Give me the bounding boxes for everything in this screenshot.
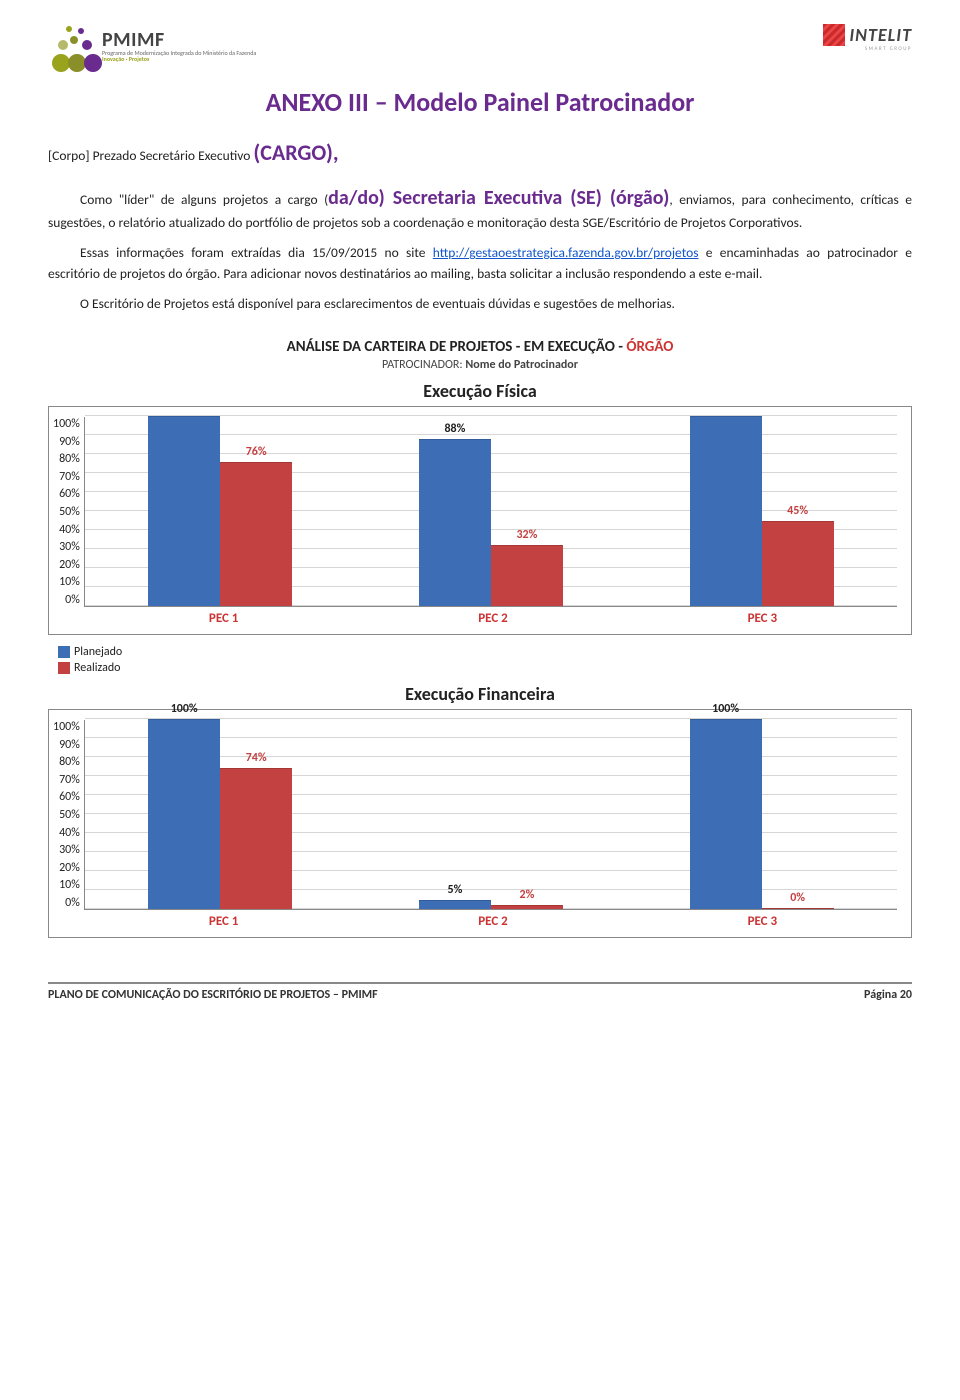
x-label: PEC 3	[628, 611, 897, 626]
y-tick: 100%	[53, 720, 80, 734]
bar-realizado: 32%	[491, 545, 563, 606]
chart2-plot: 100%74%5%2%100%0%	[84, 720, 897, 910]
y-tick: 40%	[59, 826, 80, 840]
intro-para3: O Escritório de Projetos está disponível…	[80, 295, 675, 312]
bar-label: 88%	[444, 422, 465, 436]
x-label: PEC 1	[89, 914, 358, 929]
bar-label: 100%	[712, 702, 739, 716]
bar-label: 5%	[447, 883, 462, 897]
logo-intelit: INTELIT SMART GROUP	[823, 24, 912, 52]
intro-prefix: [Corpo] Prezado Secretário Executivo	[48, 147, 253, 164]
bar-label: 2%	[519, 888, 534, 902]
bar-label: 74%	[246, 751, 267, 765]
bar-label: 100%	[171, 702, 198, 716]
page-title: ANEXO III – Modelo Painel Patrocinador	[48, 86, 912, 118]
x-label: PEC 3	[628, 914, 897, 929]
y-tick: 60%	[59, 790, 80, 804]
bar-realizado: 2%	[491, 905, 563, 909]
y-tick: 30%	[59, 843, 80, 857]
logo-pmimf: PMIMF Programa de Modernização Integrada…	[48, 24, 256, 68]
y-tick: 40%	[59, 523, 80, 537]
y-tick: 70%	[59, 470, 80, 484]
y-tick: 0%	[65, 896, 80, 910]
bar-label: 32%	[516, 528, 537, 542]
analysis-header: ANÁLISE DA CARTEIRA DE PROJETOS - EM EXE…	[48, 338, 912, 372]
y-tick: 20%	[59, 861, 80, 875]
bar-group: 100%74%	[85, 720, 356, 909]
y-tick: 90%	[59, 738, 80, 752]
footer-right: Página 20	[864, 988, 912, 1002]
legend-planejado-label: Planejado	[74, 645, 122, 659]
legend-realizado-label: Realizado	[74, 661, 120, 675]
bar-planejado: 5%	[419, 900, 491, 910]
intro-link[interactable]: http://gestaoestrategica.fazenda.gov.br/…	[433, 244, 699, 261]
bar-label: 76%	[246, 445, 267, 459]
y-tick: 20%	[59, 558, 80, 572]
bar-group: 76%	[85, 417, 356, 606]
y-tick: 80%	[59, 755, 80, 769]
bar-group: 45%	[626, 417, 897, 606]
bar-group: 100%0%	[626, 720, 897, 909]
chart1-plot: 76%88%32%45%	[84, 417, 897, 607]
intelit-sub: SMART GROUP	[865, 46, 912, 52]
page-footer: PLANO DE COMUNICAÇÃO DO ESCRITÓRIO DE PR…	[48, 988, 912, 1002]
logo-pmimf-dots	[48, 24, 98, 68]
swatch-planejado	[58, 646, 70, 658]
x-label: PEC 2	[358, 611, 627, 626]
analysis-patro-value: Nome do Patrocinador	[465, 358, 578, 372]
analysis-orgao: ÓRGÃO	[626, 338, 673, 356]
intelit-icon	[823, 24, 845, 46]
legend: Planejado Realizado	[58, 645, 912, 675]
intro-para2a: Essas informações foram extraídas dia 15…	[80, 244, 433, 261]
chart1-title: Execução Física	[48, 380, 912, 402]
bar-realizado: 45%	[762, 521, 834, 607]
bar-label: 45%	[787, 504, 808, 518]
bar-label: 0%	[790, 891, 805, 905]
y-tick: 30%	[59, 540, 80, 554]
y-tick: 90%	[59, 435, 80, 449]
x-label: PEC 2	[358, 914, 627, 929]
chart2-yaxis: 100% 90% 80% 70% 60% 50% 40% 30% 20% 10% 0%	[53, 720, 84, 910]
logo-pmimf-acronym: PMIMF	[102, 30, 256, 50]
y-tick: 80%	[59, 452, 80, 466]
logo-pmimf-sub2: Inovação · Projetos	[102, 56, 256, 62]
bar-realizado: 74%	[220, 768, 292, 909]
chart2-xlabels: PEC 1PEC 2PEC 3	[89, 914, 897, 929]
bar-planejado	[148, 416, 220, 606]
legend-planejado: Planejado	[58, 645, 912, 659]
footer-left: PLANO DE COMUNICAÇÃO DO ESCRITÓRIO DE PR…	[48, 988, 378, 1002]
chart-exec-financeira: Execução Financeira 100%90%80%70%60%50%4…	[48, 683, 912, 938]
legend-realizado: Realizado	[58, 661, 912, 675]
intro-cargo: (CARGO),	[253, 139, 338, 166]
bar-realizado: 0%	[762, 908, 834, 909]
intro-dado: da/do) Secretaria Executiva (SE) (órgão)	[328, 186, 669, 210]
bar-group: 5%2%	[356, 720, 627, 909]
intro-line2a: Como "líder" de alguns projetos a cargo …	[80, 191, 328, 208]
bar-planejado	[690, 416, 762, 606]
chart-exec-fisica: Execução Física 100% 90% 80% 70% 60% 50% 40% 30…	[48, 380, 912, 635]
y-tick: 70%	[59, 773, 80, 787]
bar-planejado: 100%	[148, 719, 220, 909]
bar-planejado: 100%	[690, 719, 762, 909]
bar-group: 88%32%	[356, 417, 627, 606]
y-tick: 10%	[59, 878, 80, 892]
analysis-line1a: ANÁLISE DA CARTEIRA DE PROJETOS - EM EXE…	[287, 338, 627, 356]
bar-planejado: 88%	[419, 439, 491, 606]
y-tick: 60%	[59, 487, 80, 501]
analysis-patro-label: PATROCINADOR:	[382, 358, 465, 372]
intro-block: [Corpo] Prezado Secretário Executivo (CA…	[48, 136, 912, 314]
y-tick: 10%	[59, 575, 80, 589]
y-tick: 0%	[65, 593, 80, 607]
swatch-realizado	[58, 662, 70, 674]
chart1-xlabels: PEC 1PEC 2PEC 3	[89, 611, 897, 626]
y-tick: 50%	[59, 808, 80, 822]
x-label: PEC 1	[89, 611, 358, 626]
y-tick: 100%	[53, 417, 80, 431]
bar-realizado: 76%	[220, 462, 292, 606]
page-header: PMIMF Programa de Modernização Integrada…	[48, 24, 912, 80]
chart1-yaxis: 100% 90% 80% 70% 60% 50% 40% 30% 20% 10% 0%	[53, 417, 84, 607]
intelit-name: INTELIT	[849, 24, 912, 46]
y-tick: 50%	[59, 505, 80, 519]
footer-divider	[48, 982, 912, 984]
